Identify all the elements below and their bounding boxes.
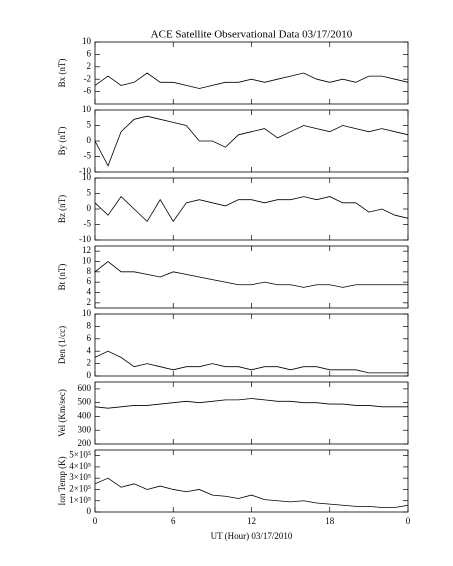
y-axis-label: Den (1/cc): [57, 326, 67, 364]
panel-frame: [94, 313, 409, 377]
x-tick-label: 0: [93, 516, 98, 526]
y-tick-label: 5: [87, 188, 92, 198]
panel-frame: [94, 41, 409, 105]
panel-frame: [94, 245, 409, 309]
y-axis-label: Vel (Km/sec): [57, 389, 67, 437]
x-axis-label: UT (Hour) 03/17/2010: [211, 531, 293, 541]
y-tick-label: 10: [82, 104, 92, 114]
y-tick-label: 10: [82, 308, 92, 318]
y-tick-label: 2: [87, 358, 92, 368]
panel-frame: [94, 109, 409, 173]
y-tick-label: 600: [78, 383, 92, 393]
y-tick-label: 6: [87, 333, 92, 343]
y-tick-label: 300: [78, 424, 92, 434]
data-line: [94, 195, 409, 223]
data-line: [94, 260, 408, 288]
y-tick-label: 8: [87, 320, 92, 330]
y-tick-label: -5: [84, 151, 92, 161]
y-tick-label: 2: [87, 61, 92, 71]
y-tick-label: 1×10⁵: [69, 495, 91, 505]
y-tick-label: 500: [78, 397, 92, 407]
panel-frame: [94, 177, 409, 241]
y-tick-label: -5: [84, 219, 92, 229]
y-tick-label: 200: [78, 438, 92, 448]
y-tick-label: 0: [87, 203, 92, 213]
y-axis-label: Bz (nT): [57, 195, 67, 223]
y-tick-label: 2×10⁵: [69, 484, 91, 494]
data-line: [94, 115, 409, 167]
y-tick-label: 4: [87, 345, 92, 355]
y-axis-label: Ion Temp (K): [57, 456, 67, 505]
y-axis-label: Bx (nT): [57, 59, 67, 88]
x-tick-label: 0: [406, 516, 411, 526]
y-axis-label: By (nT): [57, 127, 67, 156]
y-tick-label: -2: [84, 73, 92, 83]
y-tick-label: 4×10⁵: [69, 461, 91, 471]
y-tick-label: 6: [87, 48, 92, 58]
data-line: [94, 72, 409, 89]
y-tick-label: 10: [82, 256, 92, 266]
data-line: [94, 350, 408, 374]
y-tick-label: 0: [87, 506, 92, 516]
data-line: [94, 398, 408, 409]
y-tick-label: 0: [87, 370, 92, 380]
y-tick-label: 12: [82, 245, 91, 255]
x-tick-label: 12: [247, 516, 256, 526]
y-tick-label: 5: [87, 120, 92, 130]
y-tick-label: 10: [82, 36, 92, 46]
y-tick-label: -10: [79, 166, 91, 176]
y-tick-label: 5×10⁵: [69, 450, 91, 460]
y-tick-label: 10: [82, 172, 92, 182]
y-tick-label: -6: [84, 86, 92, 96]
y-tick-label: 6: [87, 276, 92, 286]
y-tick-label: -10: [79, 234, 91, 244]
y-axis-label: Bt (nT): [57, 264, 67, 291]
panel-frame: [94, 381, 409, 445]
y-tick-label: 2: [87, 297, 92, 307]
x-tick-label: 18: [325, 516, 335, 526]
chart-title: ACE Satellite Observational Data 03/17/2…: [151, 29, 353, 41]
y-tick-label: 3×10⁵: [69, 472, 91, 482]
panel-frame: [94, 449, 409, 513]
data-line: [94, 477, 409, 508]
y-tick-label: 4: [87, 287, 92, 297]
y-tick-label: 8: [87, 266, 92, 276]
y-tick-label: 0: [87, 135, 92, 145]
x-tick-label: 6: [171, 516, 176, 526]
y-tick-label: 400: [78, 411, 92, 421]
